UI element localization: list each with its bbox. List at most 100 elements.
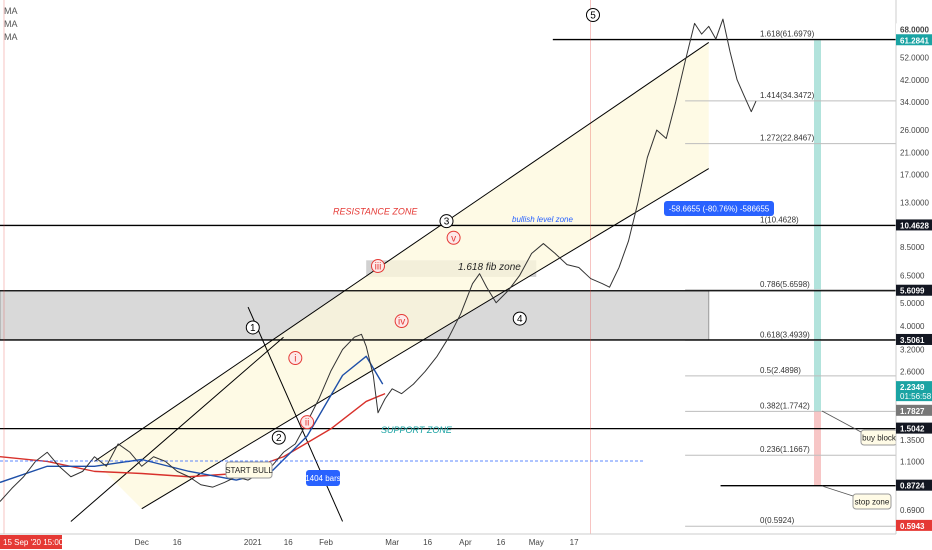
price-tag: 1.7827 <box>900 407 925 416</box>
fib-label: 0.382(1.7742) <box>760 401 810 410</box>
fib-label: 1.618(61.6979) <box>760 30 815 39</box>
stop-zone-label: stop zone <box>855 498 890 507</box>
start-bull-label-box <box>225 461 273 479</box>
x-axis-panel <box>0 534 932 550</box>
price-tag-box <box>896 479 932 491</box>
y-tick-label: 0.6900 <box>900 506 925 515</box>
price-tag-box <box>896 519 932 531</box>
stop-zone-label-box <box>852 493 892 510</box>
wave-label: 3 <box>444 217 450 228</box>
wave-label: iii <box>375 262 382 273</box>
y-tick-label: 8.5000 <box>900 243 925 252</box>
bullish-label: bullish level zone <box>512 215 573 224</box>
price-tag: 61.2841 <box>900 36 929 45</box>
price-tag-box <box>896 34 932 46</box>
wave-label: ii <box>305 418 309 429</box>
wave-label: 2 <box>276 433 282 444</box>
x-tick-label: 15 Sep '20 15:00 <box>3 538 64 547</box>
x-tick-label: 16 <box>173 538 182 547</box>
wave-marker <box>300 415 315 430</box>
x-tick-highlight <box>0 535 62 549</box>
wave-marker <box>394 314 409 329</box>
buy-block-pointer <box>821 410 862 433</box>
wave-marker <box>245 320 260 335</box>
x-tick-label: Mar <box>385 538 399 547</box>
fib-label: 1.414(34.3472) <box>760 91 815 100</box>
price-tag-box <box>896 333 932 345</box>
y-tick-label: 6.5000 <box>900 271 925 280</box>
wave-label: 1 <box>250 323 256 334</box>
wave-label: i <box>294 354 296 365</box>
ma-legend-2[interactable]: MA <box>4 19 18 29</box>
x-tick-label: 2021 <box>244 538 262 547</box>
wave-marker <box>446 230 461 245</box>
price-tag: 1.5042 <box>900 425 925 434</box>
wave-marker <box>271 430 286 445</box>
y-tick-label: 13.0000 <box>900 199 929 208</box>
start-bull-label: START BULL <box>225 466 273 475</box>
x-tick-label: 16 <box>423 538 432 547</box>
wave-marker <box>512 311 527 326</box>
fib-label: 0.786(5.6598) <box>760 280 810 289</box>
price-tag: 0.8724 <box>900 482 925 491</box>
price-tag: 5.6099 <box>900 287 925 296</box>
wave-marker <box>371 259 385 274</box>
price-line <box>0 18 757 502</box>
bars-label: 1404 bars <box>305 474 341 483</box>
x-tick-label: 16 <box>284 538 293 547</box>
fib-label: 0.5(2.4898) <box>760 366 801 375</box>
price-tag: 0.5943 <box>900 522 925 531</box>
y-tick-label: 2.6000 <box>900 367 925 376</box>
y-tick-label: 26.0000 <box>900 126 929 135</box>
price-tag: 3.5061 <box>900 336 925 345</box>
price-tag-box <box>896 404 932 416</box>
y-tick-label: 34.0000 <box>900 98 929 107</box>
stop-zone-pointer <box>821 485 854 497</box>
channel-line-1 <box>141 168 710 510</box>
y-tick-label: 3.2000 <box>900 346 925 355</box>
resistance-label: RESISTANCE ZONE <box>333 207 418 217</box>
price-tag: 2.2349 <box>900 383 925 392</box>
y-axis-panel <box>896 0 932 550</box>
bars-label-box <box>306 470 340 486</box>
fib-label: 0.618(3.4939) <box>760 330 810 339</box>
price-tag-box <box>896 23 932 35</box>
y-tick-label: 52.0000 <box>900 53 929 62</box>
channel-fill <box>94 42 709 509</box>
wave-label: v <box>451 233 456 244</box>
price-tag: 10.4628 <box>900 221 929 230</box>
price-tag-sub: 01:56:58 <box>900 392 932 401</box>
y-tick-label: 17.0000 <box>900 171 929 180</box>
wave-marker <box>288 351 303 366</box>
fib-label: 0(0.5924) <box>760 516 795 525</box>
fib-label: 1(10.4628) <box>760 215 799 224</box>
x-tick-label: Dec <box>135 538 149 547</box>
buy-block-label: buy block <box>862 434 897 443</box>
ma-blue-line <box>0 355 384 484</box>
ma-legend-1[interactable]: MA <box>4 6 18 16</box>
support-label: SUPPORT ZONE <box>381 425 453 435</box>
wave-label: 4 <box>517 314 523 325</box>
x-tick-label: Apr <box>459 538 472 547</box>
price-tag-box <box>896 284 932 296</box>
price-tag-box <box>896 219 932 231</box>
ma-legend-3[interactable]: MA <box>4 32 18 42</box>
measure-label: -58.6655 (-80.76%) -586655 <box>669 205 770 214</box>
fib-label: 0.236(1.1667) <box>760 445 810 454</box>
price-tag-box <box>896 422 932 434</box>
x-tick-label: Feb <box>319 538 333 547</box>
price-tag: 68.0000 <box>900 25 929 34</box>
channel-line-0 <box>94 42 710 462</box>
fib-zone-label: 1.618 fib zone <box>458 262 521 273</box>
y-tick-label: 1.1000 <box>900 457 925 466</box>
wave-marker <box>439 214 454 229</box>
y-tick-label: 42.0000 <box>900 76 929 85</box>
y-tick-label: 4.0000 <box>900 322 925 331</box>
measure-label-box <box>664 201 774 216</box>
wave-label: 5 <box>590 10 596 21</box>
risk-range-bar <box>814 410 821 486</box>
channel-line-2 <box>70 336 284 522</box>
y-tick-label: 1.3500 <box>900 436 925 445</box>
wave-label: iv <box>398 317 405 328</box>
